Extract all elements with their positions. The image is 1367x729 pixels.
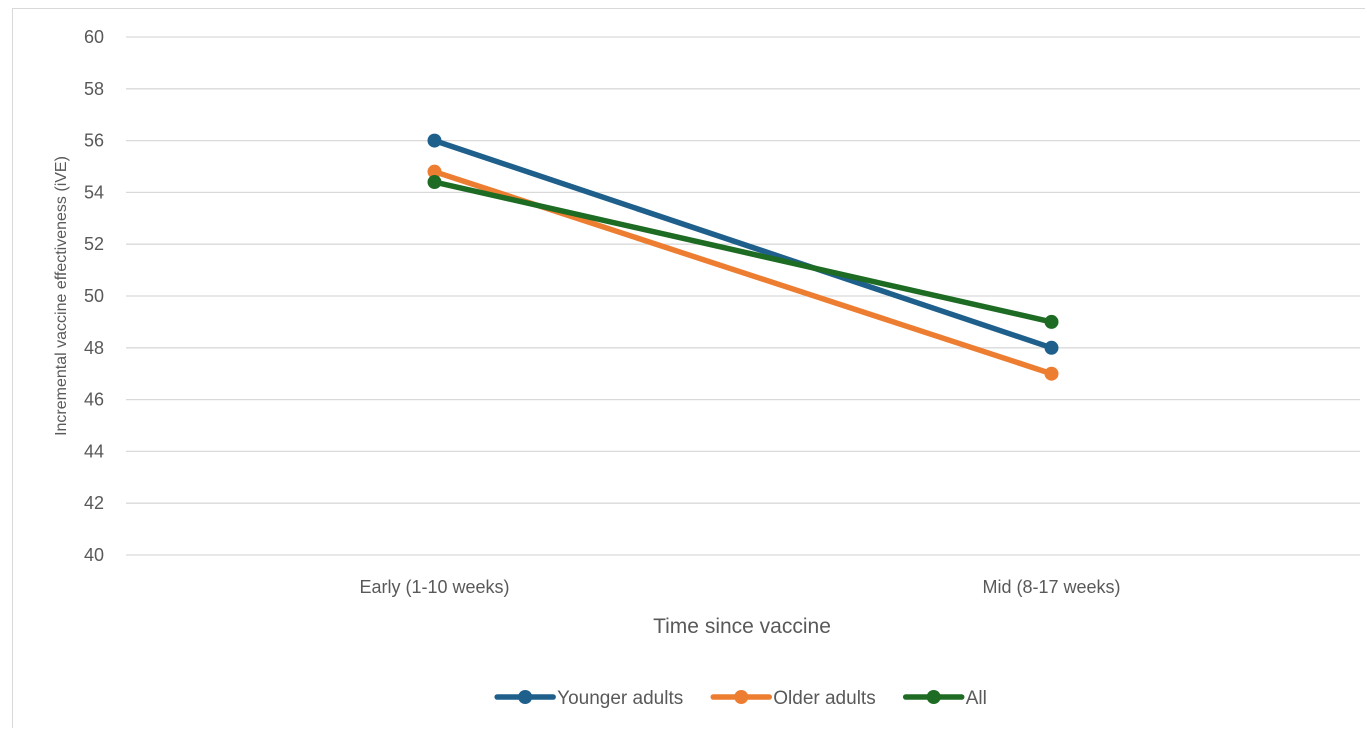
y-tick-label: 50 xyxy=(84,286,104,306)
y-tick-label: 58 xyxy=(84,79,104,99)
y-tick-label: 44 xyxy=(84,441,104,461)
x-axis-title: Time since vaccine xyxy=(653,615,831,638)
legend-marker xyxy=(518,690,533,704)
legend-marker xyxy=(926,690,941,704)
series-line xyxy=(431,179,1055,325)
legend-label: Older adults xyxy=(773,688,875,709)
x-tick-label: Early (1-10 weeks) xyxy=(359,577,509,597)
gridlines xyxy=(126,36,1360,556)
series-line xyxy=(431,137,1055,351)
data-point xyxy=(427,175,442,190)
y-tick-label: 40 xyxy=(84,545,104,565)
y-tick-label: 54 xyxy=(84,182,104,202)
data-point xyxy=(1044,314,1059,329)
legend: Younger adults Older adults All xyxy=(494,688,987,709)
data-point xyxy=(427,164,442,179)
legend-marker xyxy=(734,690,749,704)
legend-label: Younger adults xyxy=(557,688,683,709)
data-point xyxy=(1044,366,1059,381)
y-tick-label: 60 xyxy=(84,27,104,47)
x-tick-label: Mid (8-17 weeks) xyxy=(982,577,1120,597)
chart-frame xyxy=(12,8,1365,728)
series-lines xyxy=(427,133,1059,381)
legend-label: All xyxy=(966,688,987,709)
y-tick-labels: 40 42 44 46 48 50 52 54 56 58 60 xyxy=(84,27,104,565)
data-point xyxy=(427,133,442,148)
y-axis-title: Incremental vaccine effectiveness (iVE) xyxy=(53,156,70,436)
y-tick-label: 46 xyxy=(84,390,104,410)
y-tick-label: 42 xyxy=(84,493,104,513)
y-tick-label: 52 xyxy=(84,234,104,254)
data-point xyxy=(1044,340,1059,355)
y-tick-label: 48 xyxy=(84,338,104,358)
y-tick-label: 56 xyxy=(84,131,104,151)
x-tick-labels: Early (1-10 weeks) Mid (8-17 weeks) xyxy=(359,577,1120,597)
